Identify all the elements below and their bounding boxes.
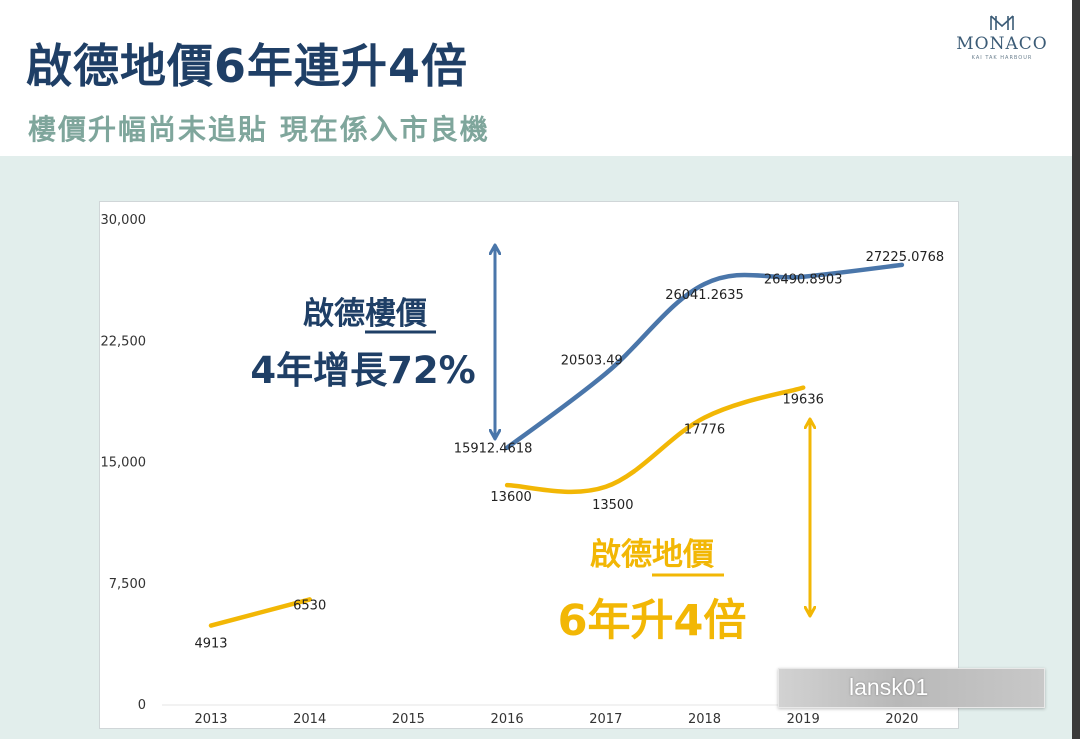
x-tick-label: 2015 (392, 712, 425, 727)
x-tick-label: 2016 (491, 712, 524, 727)
gold-series-line-1 (208, 597, 312, 628)
y-tick-label: 7,500 (109, 577, 146, 592)
logo-tagline: KAI TAK HARBOUR (971, 55, 1033, 61)
logo-name: MONACO (956, 34, 1048, 54)
gold-data-label: 19636 (783, 393, 824, 408)
y-tick-label: 22,500 (101, 334, 147, 349)
right-edge (1072, 0, 1080, 739)
blue-data-label: 27225.0768 (866, 250, 945, 265)
header: 啟德地價6年連升4倍 樓價升幅尚未追貼 現在係入市良機 MONACO KAI T… (0, 0, 1080, 156)
x-tick-label: 2020 (885, 712, 918, 727)
blue-data-label: 20503.49 (561, 354, 623, 369)
blue-series-line-1 (504, 262, 905, 450)
gold-annotation-line2: 6年升4倍 (558, 596, 747, 646)
x-tick-label: 2017 (589, 712, 622, 727)
gold-data-label: 4913 (194, 637, 227, 652)
blue-data-label: 26490.8903 (764, 273, 843, 288)
y-tick-label: 0 (138, 698, 146, 713)
page-title: 啟德地價6年連升4倍 (26, 39, 469, 93)
y-tick-label: 30,000 (101, 213, 147, 228)
y-tick-label: 15,000 (101, 456, 147, 471)
watermark-text: lansk01 (849, 674, 929, 700)
x-tick-label: 2014 (293, 712, 326, 727)
gold-data-label: 6530 (293, 598, 326, 613)
blue-annotation-line2: 4年增長72% (250, 349, 475, 392)
series-lines (208, 262, 905, 628)
data-labels: 15912.4618 20503.49 26041.2635 26490.8903 27… (194, 250, 944, 652)
logo-mark-icon (990, 15, 1014, 30)
page-subtitle: 樓價升幅尚未追貼 現在係入市良機 (28, 113, 490, 146)
x-tick-label: 2013 (194, 712, 227, 727)
x-tick-label: 2018 (688, 712, 721, 727)
blue-data-label: 26041.2635 (665, 288, 744, 303)
gold-series-line-2 (504, 385, 806, 495)
x-axis-ticks: 2013 2014 2015 2016 2017 2018 2019 2020 (194, 712, 918, 727)
y-axis-ticks: 0 7,500 15,000 22,500 30,000 (101, 213, 147, 713)
watermark: lansk01 (778, 668, 1045, 708)
gold-data-label: 13600 (490, 490, 531, 505)
x-tick-label: 2019 (787, 712, 820, 727)
monaco-logo: MONACO KAI TAK HARBOUR (950, 14, 1054, 70)
blue-data-label: 15912.4618 (454, 442, 533, 457)
gold-data-label: 13500 (592, 498, 633, 513)
gold-annotation-line1: 啟德地價 (590, 537, 714, 573)
gold-data-label: 17776 (684, 423, 725, 438)
blue-annotation-line1: 啟德樓價 (303, 296, 427, 332)
